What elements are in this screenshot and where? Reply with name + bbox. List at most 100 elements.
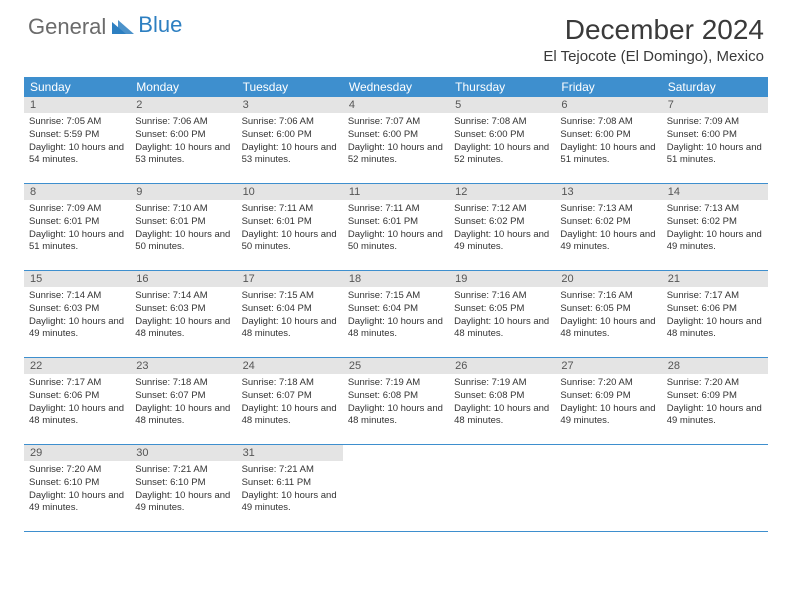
sunrise-line: Sunrise: 7:06 AM xyxy=(135,116,231,129)
sunset-line: Sunset: 6:02 PM xyxy=(454,216,550,229)
day-number: 7 xyxy=(662,97,768,113)
sunset-line: Sunset: 6:09 PM xyxy=(667,390,763,403)
daylight-line: Daylight: 10 hours and 49 minutes. xyxy=(29,316,125,342)
day-detail: Sunrise: 7:11 AMSunset: 6:01 PMDaylight:… xyxy=(343,200,449,258)
sunset-line: Sunset: 6:01 PM xyxy=(348,216,444,229)
daylight-line: Daylight: 10 hours and 52 minutes. xyxy=(454,142,550,168)
day-detail: Sunrise: 7:12 AMSunset: 6:02 PMDaylight:… xyxy=(449,200,555,258)
sunrise-line: Sunrise: 7:08 AM xyxy=(560,116,656,129)
sunrise-line: Sunrise: 7:20 AM xyxy=(560,377,656,390)
day-cell: 14Sunrise: 7:13 AMSunset: 6:02 PMDayligh… xyxy=(662,184,768,270)
location-label: El Tejocote (El Domingo), Mexico xyxy=(543,48,764,65)
day-detail: Sunrise: 7:05 AMSunset: 5:59 PMDaylight:… xyxy=(24,113,130,171)
sunset-line: Sunset: 6:00 PM xyxy=(242,129,338,142)
day-cell: 20Sunrise: 7:16 AMSunset: 6:05 PMDayligh… xyxy=(555,271,661,357)
daylight-line: Daylight: 10 hours and 48 minutes. xyxy=(560,316,656,342)
sunrise-line: Sunrise: 7:13 AM xyxy=(667,203,763,216)
day-cell: 9Sunrise: 7:10 AMSunset: 6:01 PMDaylight… xyxy=(130,184,236,270)
sunrise-line: Sunrise: 7:17 AM xyxy=(667,290,763,303)
day-number: 9 xyxy=(130,184,236,200)
day-number: 3 xyxy=(237,97,343,113)
sunset-line: Sunset: 6:05 PM xyxy=(454,303,550,316)
day-detail: Sunrise: 7:06 AMSunset: 6:00 PMDaylight:… xyxy=(237,113,343,171)
sunset-line: Sunset: 6:03 PM xyxy=(29,303,125,316)
sunrise-line: Sunrise: 7:13 AM xyxy=(560,203,656,216)
sunrise-line: Sunrise: 7:17 AM xyxy=(29,377,125,390)
day-cell: 1Sunrise: 7:05 AMSunset: 5:59 PMDaylight… xyxy=(24,97,130,183)
day-number: 24 xyxy=(237,358,343,374)
day-header: Wednesday xyxy=(343,77,449,97)
daylight-line: Daylight: 10 hours and 49 minutes. xyxy=(242,490,338,516)
day-number: 8 xyxy=(24,184,130,200)
day-detail: Sunrise: 7:08 AMSunset: 6:00 PMDaylight:… xyxy=(449,113,555,171)
day-cell: 21Sunrise: 7:17 AMSunset: 6:06 PMDayligh… xyxy=(662,271,768,357)
day-header: Saturday xyxy=(662,77,768,97)
sunrise-line: Sunrise: 7:16 AM xyxy=(454,290,550,303)
day-detail: Sunrise: 7:21 AMSunset: 6:11 PMDaylight:… xyxy=(237,461,343,519)
sunset-line: Sunset: 6:02 PM xyxy=(667,216,763,229)
sunset-line: Sunset: 6:00 PM xyxy=(454,129,550,142)
sunset-line: Sunset: 6:07 PM xyxy=(242,390,338,403)
daylight-line: Daylight: 10 hours and 48 minutes. xyxy=(348,316,444,342)
day-detail: Sunrise: 7:20 AMSunset: 6:09 PMDaylight:… xyxy=(555,374,661,432)
sunset-line: Sunset: 6:10 PM xyxy=(29,477,125,490)
month-title: December 2024 xyxy=(543,14,764,46)
sunset-line: Sunset: 6:02 PM xyxy=(560,216,656,229)
empty-cell xyxy=(343,445,449,531)
day-cell: 15Sunrise: 7:14 AMSunset: 6:03 PMDayligh… xyxy=(24,271,130,357)
daylight-line: Daylight: 10 hours and 48 minutes. xyxy=(242,316,338,342)
daylight-line: Daylight: 10 hours and 49 minutes. xyxy=(135,490,231,516)
day-cell: 25Sunrise: 7:19 AMSunset: 6:08 PMDayligh… xyxy=(343,358,449,444)
sunrise-line: Sunrise: 7:12 AM xyxy=(454,203,550,216)
header: General Blue December 2024 El Tejocote (… xyxy=(0,0,792,69)
daylight-line: Daylight: 10 hours and 51 minutes. xyxy=(667,142,763,168)
day-header: Friday xyxy=(555,77,661,97)
sunrise-line: Sunrise: 7:06 AM xyxy=(242,116,338,129)
day-number: 11 xyxy=(343,184,449,200)
day-number: 21 xyxy=(662,271,768,287)
logo-triangle-icon xyxy=(112,14,134,40)
day-detail: Sunrise: 7:19 AMSunset: 6:08 PMDaylight:… xyxy=(343,374,449,432)
daylight-line: Daylight: 10 hours and 50 minutes. xyxy=(348,229,444,255)
day-number: 6 xyxy=(555,97,661,113)
daylight-line: Daylight: 10 hours and 53 minutes. xyxy=(242,142,338,168)
day-detail: Sunrise: 7:11 AMSunset: 6:01 PMDaylight:… xyxy=(237,200,343,258)
sunrise-line: Sunrise: 7:21 AM xyxy=(242,464,338,477)
day-cell: 10Sunrise: 7:11 AMSunset: 6:01 PMDayligh… xyxy=(237,184,343,270)
daylight-line: Daylight: 10 hours and 49 minutes. xyxy=(560,403,656,429)
day-cell: 7Sunrise: 7:09 AMSunset: 6:00 PMDaylight… xyxy=(662,97,768,183)
daylight-line: Daylight: 10 hours and 52 minutes. xyxy=(348,142,444,168)
sunrise-line: Sunrise: 7:20 AM xyxy=(667,377,763,390)
week-row: 1Sunrise: 7:05 AMSunset: 5:59 PMDaylight… xyxy=(24,97,768,184)
day-number: 28 xyxy=(662,358,768,374)
day-cell: 16Sunrise: 7:14 AMSunset: 6:03 PMDayligh… xyxy=(130,271,236,357)
day-cell: 30Sunrise: 7:21 AMSunset: 6:10 PMDayligh… xyxy=(130,445,236,531)
day-detail: Sunrise: 7:19 AMSunset: 6:08 PMDaylight:… xyxy=(449,374,555,432)
day-detail: Sunrise: 7:13 AMSunset: 6:02 PMDaylight:… xyxy=(555,200,661,258)
sunset-line: Sunset: 6:05 PM xyxy=(560,303,656,316)
day-detail: Sunrise: 7:14 AMSunset: 6:03 PMDaylight:… xyxy=(130,287,236,345)
sunset-line: Sunset: 6:01 PM xyxy=(29,216,125,229)
daylight-line: Daylight: 10 hours and 48 minutes. xyxy=(29,403,125,429)
sunset-line: Sunset: 6:10 PM xyxy=(135,477,231,490)
day-cell: 31Sunrise: 7:21 AMSunset: 6:11 PMDayligh… xyxy=(237,445,343,531)
daylight-line: Daylight: 10 hours and 49 minutes. xyxy=(29,490,125,516)
daylight-line: Daylight: 10 hours and 50 minutes. xyxy=(242,229,338,255)
day-detail: Sunrise: 7:15 AMSunset: 6:04 PMDaylight:… xyxy=(343,287,449,345)
day-cell: 2Sunrise: 7:06 AMSunset: 6:00 PMDaylight… xyxy=(130,97,236,183)
day-number: 17 xyxy=(237,271,343,287)
day-detail: Sunrise: 7:16 AMSunset: 6:05 PMDaylight:… xyxy=(555,287,661,345)
day-cell: 23Sunrise: 7:18 AMSunset: 6:07 PMDayligh… xyxy=(130,358,236,444)
day-detail: Sunrise: 7:17 AMSunset: 6:06 PMDaylight:… xyxy=(24,374,130,432)
day-header: Tuesday xyxy=(237,77,343,97)
sunset-line: Sunset: 6:07 PM xyxy=(135,390,231,403)
day-cell: 17Sunrise: 7:15 AMSunset: 6:04 PMDayligh… xyxy=(237,271,343,357)
sunrise-line: Sunrise: 7:19 AM xyxy=(348,377,444,390)
day-cell: 19Sunrise: 7:16 AMSunset: 6:05 PMDayligh… xyxy=(449,271,555,357)
day-number: 10 xyxy=(237,184,343,200)
sunset-line: Sunset: 6:00 PM xyxy=(348,129,444,142)
day-number: 25 xyxy=(343,358,449,374)
day-number: 19 xyxy=(449,271,555,287)
day-detail: Sunrise: 7:21 AMSunset: 6:10 PMDaylight:… xyxy=(130,461,236,519)
logo-text-gray: General xyxy=(28,14,106,40)
